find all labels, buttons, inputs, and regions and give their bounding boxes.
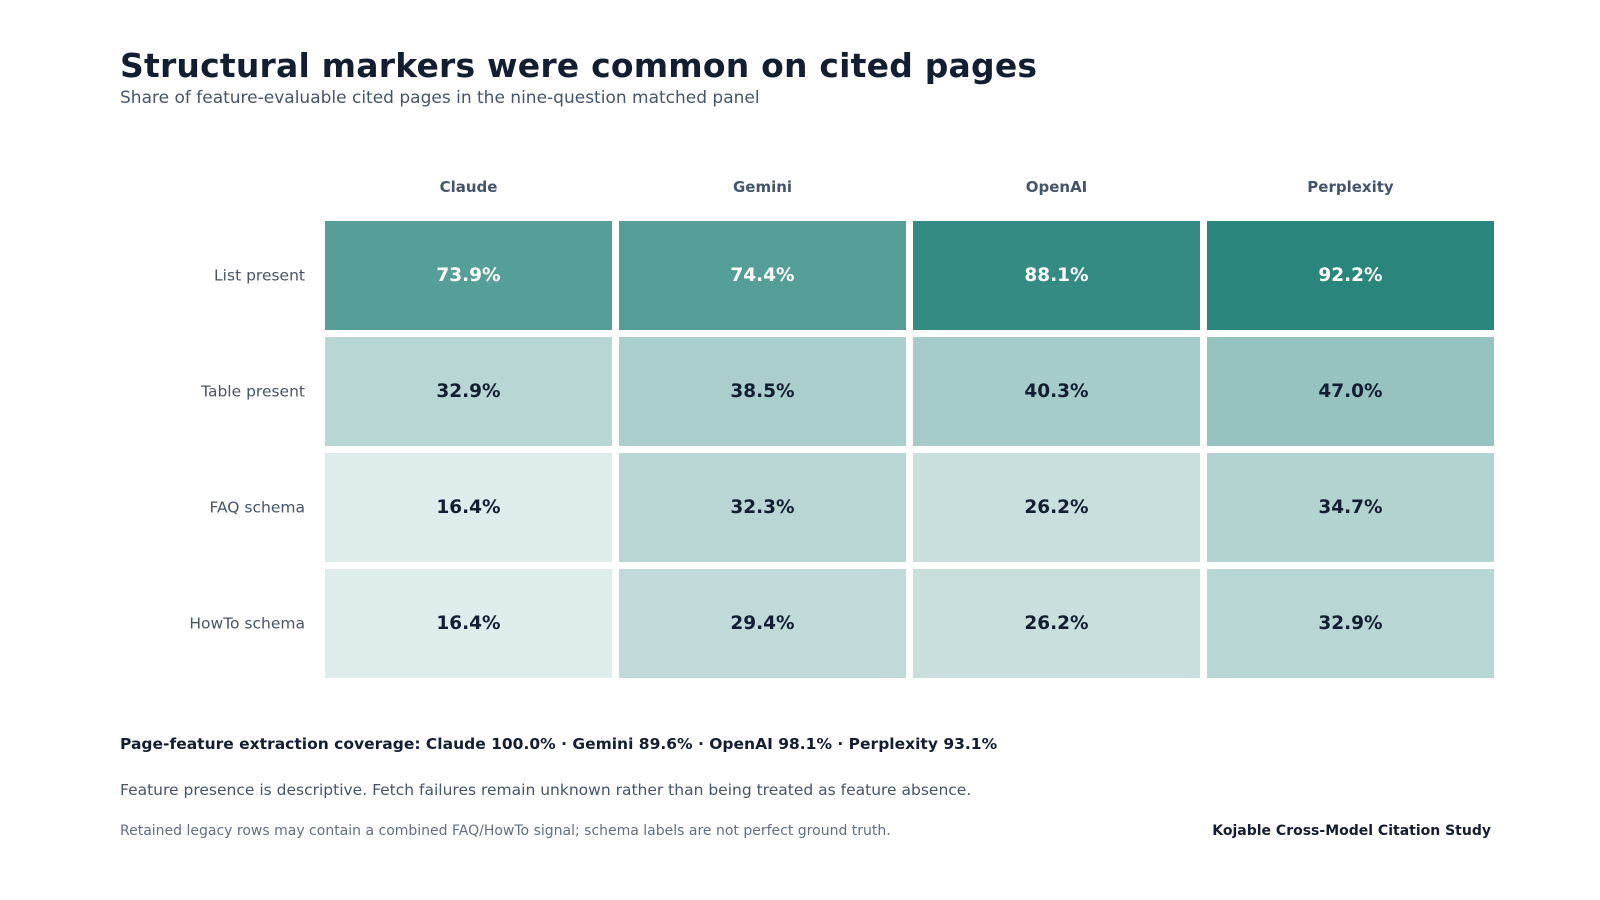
heatmap-cell-table-present-claude: [325, 337, 612, 446]
row-label-list-present: List present: [214, 267, 305, 285]
cell-value-table-present-openai: 40.3%: [1024, 381, 1088, 402]
heatmap-cell-list-present-gemini: [619, 221, 906, 330]
heatmap-cell-howto-schema-claude: [325, 569, 612, 678]
heatmap-cell-howto-schema-openai: [913, 569, 1200, 678]
heatmap-cell-table-present-perplexity: [1207, 337, 1494, 446]
cell-value-faq-schema-claude: 16.4%: [436, 497, 500, 518]
heatmap-cell-list-present-openai: [913, 221, 1200, 330]
cell-value-howto-schema-perplexity: 32.9%: [1318, 613, 1382, 634]
cell-value-list-present-gemini: 74.4%: [730, 265, 794, 286]
heatmap-cells: 73.9% 74.4% 88.1% 92.2% 32.9% 38.5% 40.3% 47.0%…: [325, 221, 1494, 678]
footnote-caveat: Retained legacy rows may contain a combi…: [120, 823, 891, 839]
cell-value-faq-schema-perplexity: 34.7%: [1318, 497, 1382, 518]
chart-title: Structural markers were common on cited …: [120, 46, 1038, 85]
chart-subtitle: Share of feature-evaluable cited pages i…: [120, 88, 760, 108]
source-credit: Kojable Cross-Model Citation Study: [1212, 823, 1491, 839]
column-labels: Claude Gemini OpenAI Perplexity: [440, 178, 1394, 196]
column-label-perplexity: Perplexity: [1307, 178, 1394, 196]
cell-value-howto-schema-claude: 16.4%: [436, 613, 500, 634]
heatmap-chart: Claude Gemini OpenAI Perplexity List presen…: [189, 178, 1494, 678]
cell-value-table-present-perplexity: 47.0%: [1318, 381, 1382, 402]
heatmap-cell-faq-schema-claude: [325, 453, 612, 562]
cell-value-list-present-openai: 88.1%: [1024, 265, 1088, 286]
heatmap-cell-table-present-gemini: [619, 337, 906, 446]
column-label-claude: Claude: [440, 178, 498, 196]
column-label-gemini: Gemini: [733, 178, 792, 196]
cell-value-howto-schema-openai: 26.2%: [1024, 613, 1088, 634]
heatmap-cell-howto-schema-perplexity: [1207, 569, 1494, 678]
cell-value-table-present-claude: 32.9%: [436, 381, 500, 402]
footnote-descriptive: Feature presence is descriptive. Fetch f…: [120, 781, 972, 799]
heatmap-cell-list-present-claude: [325, 221, 612, 330]
heatmap-cell-faq-schema-gemini: [619, 453, 906, 562]
heatmap-cell-faq-schema-openai: [913, 453, 1200, 562]
row-label-faq-schema: FAQ schema: [209, 499, 305, 517]
coverage-summary: Page-feature extraction coverage: Claude…: [120, 735, 998, 753]
heatmap-cell-list-present-perplexity: [1207, 221, 1494, 330]
cell-value-faq-schema-gemini: 32.3%: [730, 497, 794, 518]
cell-value-table-present-gemini: 38.5%: [730, 381, 794, 402]
cell-value-howto-schema-gemini: 29.4%: [730, 613, 794, 634]
cell-value-list-present-claude: 73.9%: [436, 265, 500, 286]
cell-value-faq-schema-openai: 26.2%: [1024, 497, 1088, 518]
cell-value-list-present-perplexity: 92.2%: [1318, 265, 1382, 286]
heatmap-cell-howto-schema-gemini: [619, 569, 906, 678]
row-labels: List present Table present FAQ schema HowTo…: [189, 267, 305, 633]
column-label-openai: OpenAI: [1026, 178, 1088, 196]
row-label-howto-schema: HowTo schema: [189, 615, 305, 633]
heatmap-cell-faq-schema-perplexity: [1207, 453, 1494, 562]
heatmap-cell-table-present-openai: [913, 337, 1200, 446]
row-label-table-present: Table present: [200, 383, 305, 401]
